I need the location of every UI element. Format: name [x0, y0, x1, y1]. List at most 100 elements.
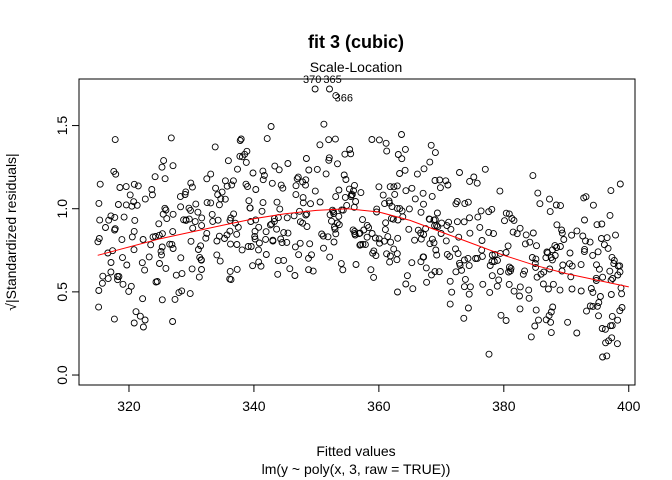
data-point	[148, 186, 156, 193]
data-point	[171, 295, 179, 303]
data-point	[387, 238, 395, 246]
data-point	[271, 162, 279, 170]
data-point	[330, 238, 338, 246]
data-point	[332, 193, 340, 201]
data-point	[408, 259, 416, 267]
data-point	[431, 149, 439, 157]
data-point	[411, 236, 419, 244]
data-point	[402, 187, 410, 195]
data-point	[155, 220, 163, 228]
data-point	[607, 187, 615, 195]
data-point	[504, 242, 512, 250]
data-point	[237, 135, 245, 143]
data-point	[215, 201, 223, 209]
data-point	[375, 235, 383, 243]
data-point	[328, 217, 335, 225]
data-point	[280, 256, 288, 264]
data-point	[516, 292, 523, 300]
data-point	[303, 210, 311, 218]
data-point	[531, 322, 539, 330]
data-point	[376, 239, 384, 247]
data-point	[221, 177, 229, 185]
data-point	[419, 189, 427, 197]
data-point	[552, 201, 560, 209]
x-tick-label: 340	[242, 398, 266, 414]
data-point	[442, 177, 450, 185]
y-tick-label: 1.0	[54, 199, 70, 219]
data-point	[175, 289, 183, 297]
data-point	[479, 280, 487, 288]
data-point	[275, 166, 283, 174]
data-point	[177, 254, 185, 262]
data-point	[370, 273, 378, 281]
data-point	[456, 261, 464, 269]
data-point	[187, 237, 195, 245]
data-point	[306, 240, 314, 248]
data-point	[445, 218, 453, 226]
data-point	[573, 227, 581, 235]
data-point	[430, 239, 438, 247]
data-point	[296, 239, 304, 247]
data-point	[595, 265, 603, 273]
data-point	[224, 157, 232, 165]
data-point	[160, 157, 168, 165]
data-point	[470, 173, 478, 181]
data-point	[249, 262, 257, 270]
data-point	[226, 267, 234, 275]
data-point	[277, 235, 285, 243]
data-point	[558, 229, 566, 237]
data-point	[273, 225, 281, 233]
data-point	[187, 206, 194, 214]
data-point	[394, 288, 401, 296]
data-point	[161, 175, 169, 183]
data-point	[335, 221, 343, 229]
data-point	[382, 139, 390, 147]
data-point	[431, 177, 439, 184]
data-point	[196, 253, 204, 261]
data-point	[94, 238, 102, 246]
data-point	[148, 191, 156, 199]
data-point	[547, 308, 555, 316]
data-point	[379, 191, 387, 199]
data-point	[158, 296, 166, 304]
data-point	[127, 282, 135, 290]
data-point	[612, 231, 619, 239]
data-point	[203, 199, 211, 207]
data-point	[529, 172, 537, 180]
data-point	[532, 255, 540, 263]
data-point	[533, 242, 540, 250]
data-point	[598, 220, 606, 228]
data-point	[486, 262, 494, 269]
data-point	[368, 136, 376, 143]
y-tick-label: 0.5	[54, 282, 70, 302]
data-point	[316, 198, 324, 206]
data-point	[495, 276, 503, 284]
data-point	[96, 216, 104, 224]
data-point	[398, 155, 406, 163]
data-point	[394, 151, 402, 158]
data-point	[245, 197, 253, 205]
data-point	[609, 275, 617, 282]
data-point	[516, 283, 524, 291]
y-tick-label: 0.0	[54, 365, 70, 385]
data-point	[151, 173, 159, 181]
data-point	[593, 221, 601, 229]
x-tick-label: 320	[117, 398, 141, 414]
data-point	[425, 215, 433, 223]
data-point	[434, 223, 442, 231]
data-point	[606, 267, 614, 275]
data-point	[296, 218, 304, 226]
data-point	[118, 236, 126, 244]
data-point	[158, 251, 165, 259]
data-point	[243, 147, 251, 155]
data-point	[608, 312, 616, 320]
data-point	[251, 235, 259, 243]
chart-title: fit 3 (cubic)	[308, 32, 404, 52]
data-point	[399, 213, 407, 221]
data-point	[602, 339, 610, 347]
data-point	[606, 211, 614, 219]
x-axis: 320 340 360 380 400	[117, 384, 641, 414]
data-point	[132, 308, 140, 316]
data-point	[178, 270, 186, 278]
data-point	[396, 205, 404, 213]
